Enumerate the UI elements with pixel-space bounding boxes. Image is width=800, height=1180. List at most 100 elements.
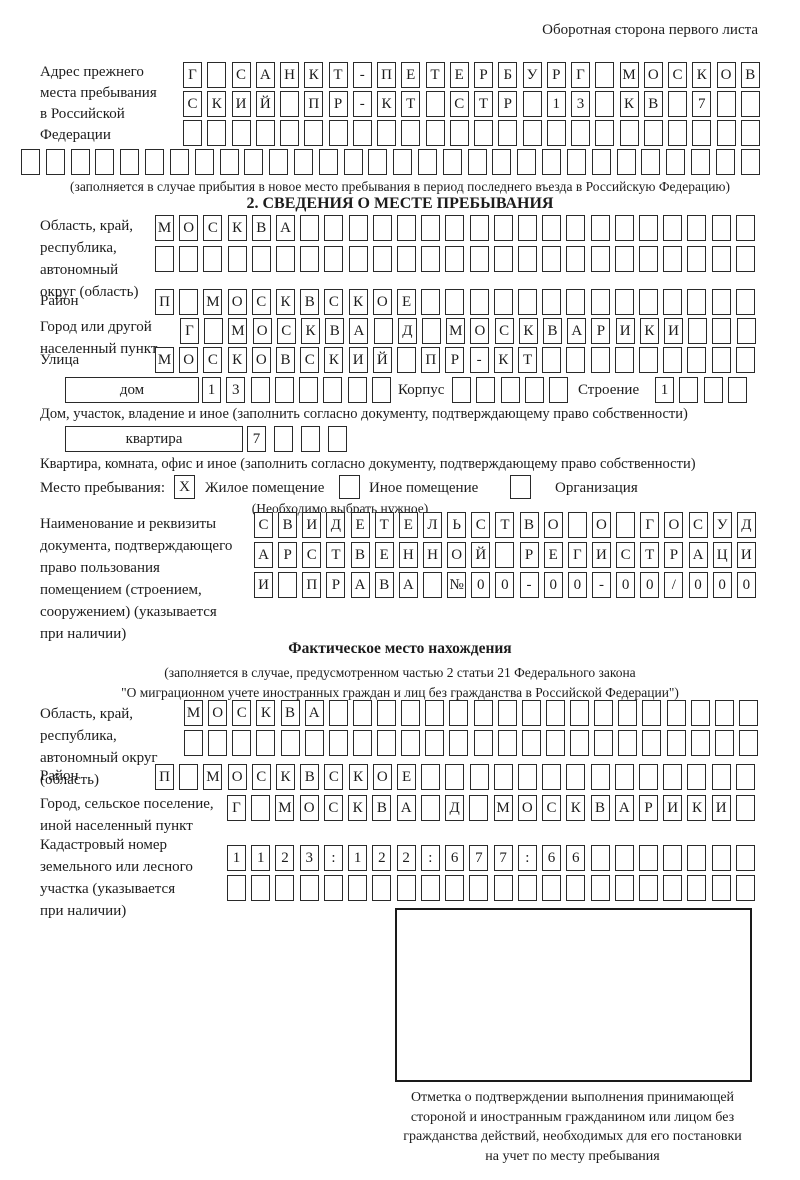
char-cell[interactable] bbox=[120, 149, 140, 175]
char-cell[interactable] bbox=[542, 875, 562, 901]
char-cell[interactable]: К bbox=[348, 764, 368, 790]
char-cell[interactable] bbox=[323, 377, 343, 403]
char-cell[interactable]: - bbox=[591, 572, 611, 598]
char-cell[interactable] bbox=[469, 289, 489, 315]
char-cell[interactable] bbox=[687, 215, 707, 241]
char-cell[interactable]: Д bbox=[397, 318, 417, 344]
char-cell[interactable] bbox=[735, 795, 755, 821]
char-cell[interactable] bbox=[425, 120, 445, 146]
char-cell[interactable] bbox=[590, 347, 610, 373]
char-cell[interactable]: У bbox=[522, 62, 542, 88]
char-cell[interactable]: В bbox=[590, 795, 610, 821]
char-cell[interactable] bbox=[668, 120, 687, 146]
char-cell[interactable] bbox=[735, 215, 755, 241]
char-cell[interactable] bbox=[469, 875, 489, 901]
char-cell[interactable] bbox=[377, 120, 396, 146]
char-cell[interactable] bbox=[521, 730, 541, 756]
char-cell[interactable] bbox=[545, 700, 565, 726]
char-cell[interactable] bbox=[570, 700, 589, 726]
char-cell[interactable]: О bbox=[643, 62, 663, 88]
char-cell[interactable]: О bbox=[179, 215, 199, 241]
char-cell[interactable] bbox=[738, 730, 758, 756]
stay-type-checkbox-other[interactable] bbox=[339, 475, 360, 499]
char-cell[interactable]: 0 bbox=[543, 572, 563, 598]
char-cell[interactable]: К bbox=[619, 91, 639, 117]
char-cell[interactable] bbox=[469, 215, 489, 241]
char-cell[interactable]: С bbox=[542, 795, 562, 821]
char-cell[interactable] bbox=[300, 215, 320, 241]
char-cell[interactable] bbox=[735, 347, 755, 373]
char-cell[interactable] bbox=[736, 318, 756, 344]
char-cell[interactable] bbox=[542, 764, 562, 790]
char-cell[interactable]: К bbox=[276, 764, 296, 790]
char-cell[interactable]: Е bbox=[401, 62, 421, 88]
char-cell[interactable] bbox=[546, 120, 566, 146]
char-cell[interactable] bbox=[280, 120, 299, 146]
char-cell[interactable] bbox=[642, 730, 662, 756]
char-cell[interactable]: - bbox=[519, 572, 539, 598]
char-cell[interactable] bbox=[594, 700, 614, 726]
char-cell[interactable] bbox=[687, 246, 707, 272]
char-cell[interactable]: Й bbox=[372, 347, 392, 373]
char-cell[interactable] bbox=[368, 149, 388, 175]
char-cell[interactable] bbox=[666, 149, 686, 175]
char-cell[interactable] bbox=[711, 764, 731, 790]
char-cell[interactable] bbox=[663, 875, 683, 901]
char-cell[interactable]: С bbox=[231, 62, 251, 88]
char-cell[interactable]: К bbox=[493, 347, 513, 373]
char-cell[interactable] bbox=[687, 845, 707, 871]
char-cell[interactable] bbox=[590, 764, 610, 790]
char-cell[interactable] bbox=[393, 149, 413, 175]
char-cell[interactable]: С bbox=[668, 62, 687, 88]
char-cell[interactable]: К bbox=[324, 347, 344, 373]
char-cell[interactable] bbox=[679, 377, 699, 403]
char-cell[interactable]: 6 bbox=[445, 845, 465, 871]
char-cell[interactable]: О bbox=[543, 512, 563, 538]
char-cell[interactable] bbox=[442, 149, 462, 175]
char-cell[interactable] bbox=[566, 149, 586, 175]
char-cell[interactable] bbox=[690, 149, 710, 175]
char-cell[interactable] bbox=[275, 875, 295, 901]
char-cell[interactable] bbox=[420, 875, 440, 901]
char-cell[interactable]: К bbox=[304, 62, 324, 88]
char-cell[interactable]: 0 bbox=[616, 572, 636, 598]
char-cell[interactable] bbox=[445, 875, 465, 901]
char-cell[interactable] bbox=[445, 289, 465, 315]
char-cell[interactable] bbox=[449, 730, 469, 756]
char-cell[interactable]: Р bbox=[638, 795, 658, 821]
char-cell[interactable]: С bbox=[276, 318, 296, 344]
char-cell[interactable]: С bbox=[449, 91, 469, 117]
char-cell[interactable]: П bbox=[155, 764, 174, 790]
char-cell[interactable]: С bbox=[323, 795, 343, 821]
char-cell[interactable] bbox=[324, 215, 344, 241]
char-cell[interactable] bbox=[372, 215, 392, 241]
char-cell[interactable] bbox=[184, 730, 203, 756]
char-cell[interactable]: 7 bbox=[247, 426, 266, 452]
char-cell[interactable] bbox=[299, 377, 319, 403]
char-cell[interactable]: Е bbox=[374, 542, 394, 568]
char-cell[interactable]: Н bbox=[422, 542, 442, 568]
char-cell[interactable] bbox=[614, 347, 634, 373]
char-cell[interactable] bbox=[497, 700, 517, 726]
char-cell[interactable]: О bbox=[299, 795, 319, 821]
char-cell[interactable]: А bbox=[688, 542, 708, 568]
char-cell[interactable] bbox=[517, 149, 537, 175]
char-cell[interactable]: С bbox=[251, 764, 271, 790]
char-cell[interactable] bbox=[21, 149, 40, 175]
char-cell[interactable]: Р bbox=[328, 91, 348, 117]
char-cell[interactable] bbox=[347, 377, 367, 403]
char-cell[interactable] bbox=[590, 246, 610, 272]
char-cell[interactable] bbox=[688, 318, 708, 344]
char-cell[interactable] bbox=[518, 246, 538, 272]
char-cell[interactable] bbox=[614, 215, 634, 241]
char-cell[interactable]: И bbox=[664, 318, 684, 344]
char-cell[interactable] bbox=[473, 730, 493, 756]
char-cell[interactable] bbox=[219, 149, 239, 175]
char-cell[interactable] bbox=[716, 120, 736, 146]
char-cell[interactable] bbox=[590, 215, 610, 241]
char-cell[interactable] bbox=[711, 875, 731, 901]
char-cell[interactable] bbox=[445, 246, 465, 272]
char-cell[interactable]: О bbox=[179, 347, 199, 373]
char-cell[interactable]: Т bbox=[518, 347, 538, 373]
char-cell[interactable] bbox=[422, 318, 442, 344]
